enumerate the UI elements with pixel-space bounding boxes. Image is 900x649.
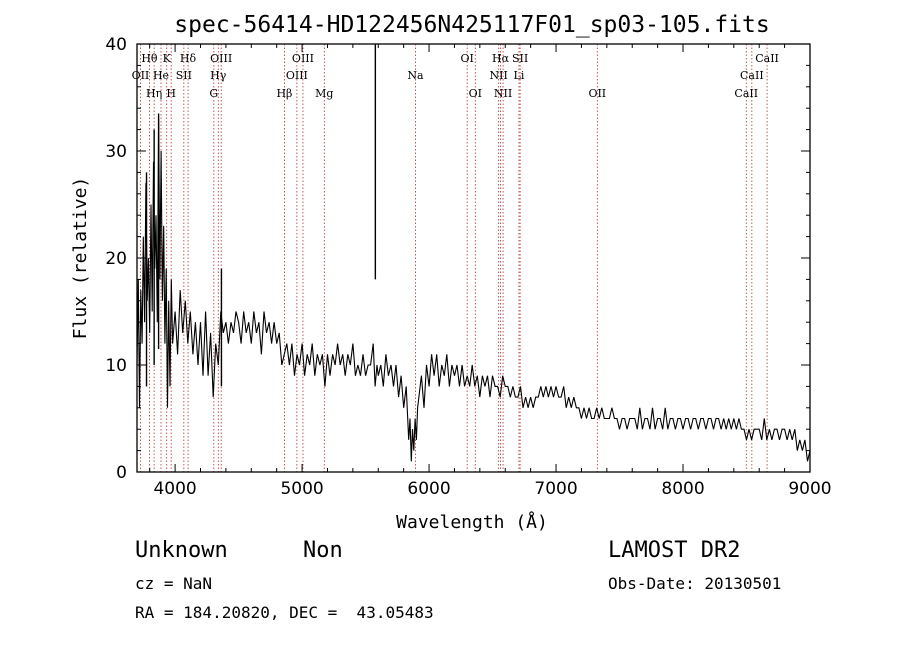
x-axis-label: Wavelength (Å)	[396, 511, 548, 533]
emission-line-label: OII	[132, 69, 150, 82]
x-tick-label: 7000	[534, 479, 577, 499]
coordinates-label: RA = 184.20820, DEC = 43.05483	[135, 603, 434, 622]
emission-line-label: OII	[588, 87, 606, 100]
emission-line-label: NII	[489, 69, 507, 82]
plot-frame	[136, 43, 811, 473]
emission-line-label: OIII	[210, 52, 232, 65]
emission-line-label: CaII	[740, 69, 764, 82]
y-tick-label: 30	[105, 142, 127, 162]
emission-line-label: Li	[514, 69, 525, 82]
emission-line-label: H	[166, 87, 176, 100]
redshift-label: cz = NaN	[135, 574, 213, 593]
emission-line-label: NII	[494, 87, 512, 100]
emission-line-label: OI	[469, 87, 482, 100]
emission-line-label: G	[209, 87, 218, 100]
y-tick-label: 40	[105, 35, 127, 55]
x-axis: 4000 5000 6000 7000 8000 9000	[149, 44, 832, 499]
emission-line-label: Hβ	[276, 87, 292, 100]
object-class: Unknown	[135, 538, 228, 563]
emission-line-label: Hη	[146, 87, 162, 100]
emission-line-label: Hθ	[141, 52, 158, 65]
emission-line-label: OIII	[292, 52, 314, 65]
chart-title: spec-56414-HD122456N425117F01_sp03-105.f…	[174, 12, 769, 38]
y-axis-label: Flux (relative)	[70, 177, 91, 340]
emission-line-label: CaII	[734, 87, 758, 100]
emission-line-label: OI	[460, 52, 473, 65]
y-tick-label: 20	[105, 249, 127, 269]
emission-line-markers	[140, 44, 768, 472]
x-tick-label: 6000	[407, 479, 450, 499]
spectrum-spikes	[145, 44, 377, 387]
emission-line-label: Hα	[492, 52, 510, 65]
emission-line-label: Hδ	[180, 52, 197, 65]
emission-line-label: SII	[176, 69, 192, 82]
x-tick-label: 5000	[280, 479, 323, 499]
obs-date-label: Obs-Date: 20130501	[608, 574, 782, 593]
emission-line-label: K	[163, 52, 172, 65]
emission-line-label: Na	[407, 69, 424, 82]
emission-line-label: Hγ	[210, 69, 227, 82]
x-tick-label: 8000	[661, 479, 704, 499]
emission-line-label: SII	[512, 52, 528, 65]
y-axis: 0 10 20 30 40	[105, 35, 810, 483]
y-tick-label: 10	[105, 356, 127, 376]
emission-line-label: Mg	[315, 87, 333, 100]
x-tick-label: 4000	[153, 479, 196, 499]
spectrum-chart: spec-56414-HD122456N425117F01_sp03-105.f…	[70, 12, 832, 533]
emission-line-label: CaII	[755, 52, 779, 65]
spectrum-line	[136, 118, 811, 462]
emission-line-label: He	[153, 69, 169, 82]
x-tick-label: 9000	[788, 479, 831, 499]
y-tick-label: 0	[116, 463, 127, 483]
survey-label: LAMOST DR2	[608, 538, 741, 563]
emission-line-label: OIII	[286, 69, 308, 82]
object-subclass: Non	[303, 538, 343, 563]
